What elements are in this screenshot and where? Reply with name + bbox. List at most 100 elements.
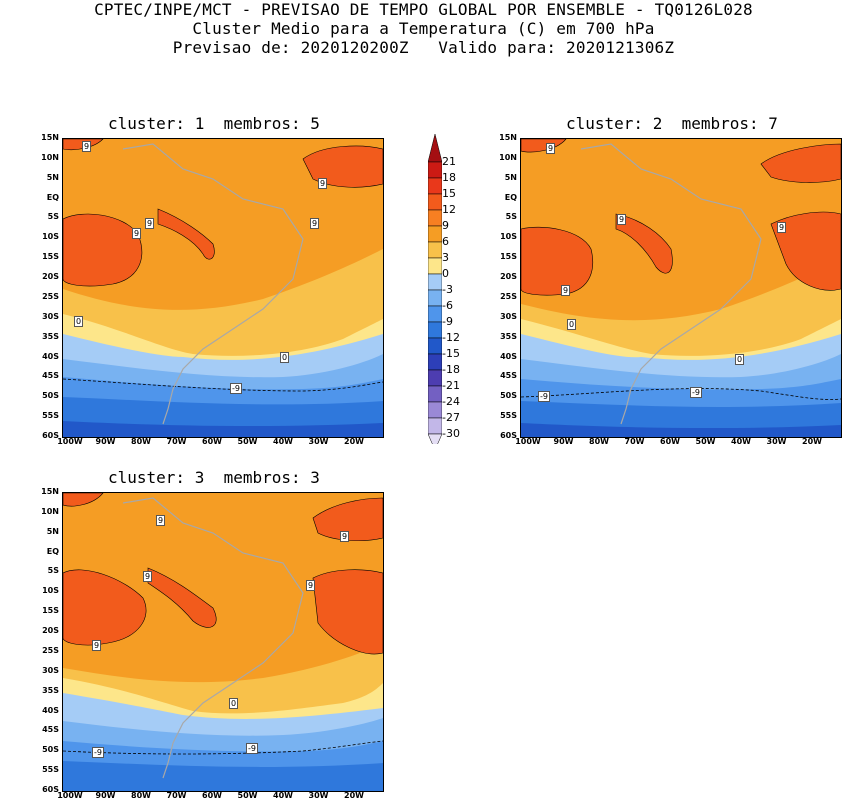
lat-tick-label: 55S [42, 411, 59, 421]
colorbar-swatch [427, 305, 443, 323]
lat-tick-label: 50S [42, 391, 59, 401]
temperature-field-2 [521, 139, 841, 437]
lat-tick-label: 15N [41, 487, 59, 496]
map-cluster-1 [62, 138, 384, 438]
lat-tick-label: 20S [42, 272, 59, 282]
contour-label-9: 9 [92, 640, 102, 651]
colorbar-swatch [427, 417, 443, 435]
colorbar-swatch [427, 369, 443, 387]
colorbar-swatch [427, 257, 443, 275]
map-cluster-3 [62, 492, 384, 792]
lat-tick-label: 15S [42, 252, 59, 262]
lon-tick-label: 100W [57, 437, 83, 446]
lon-tick-label: 60W [202, 437, 222, 446]
colorbar-swatch [427, 225, 443, 243]
contour-label-0: 0 [229, 698, 239, 709]
colorbar-scale [427, 133, 443, 451]
lon-tick-label: 70W [624, 437, 645, 446]
lat-tick-label: 5S [47, 212, 59, 222]
lat-tick-label: 60S [42, 785, 59, 794]
lon-tick-label: 30W [308, 791, 329, 800]
colorbar-label: -15 [442, 347, 460, 360]
lat-tick-label: 40S [42, 351, 59, 361]
lat-tick-label: 15N [41, 133, 59, 142]
contour-label-9: 9 [318, 178, 328, 189]
lat-tick-label: EQ [46, 192, 59, 202]
colorbar-label: -27 [442, 411, 460, 424]
temperature-colorbar [427, 133, 443, 451]
lat-tick-label: 20S [500, 272, 517, 282]
colorbar-label: 15 [442, 187, 456, 200]
lon-tick-label: 40W [273, 791, 293, 800]
lat-tick-label: 5N [504, 172, 517, 182]
contour-label-9: 9 [561, 285, 571, 296]
colorbar-label: 18 [442, 171, 456, 184]
lon-tick-label: 70W [166, 791, 187, 800]
lat-tick-label: 45S [42, 725, 59, 735]
lon-tick-label: 80W [131, 791, 151, 800]
contour-label-9: 9 [340, 531, 350, 542]
panel-title-cluster-3: cluster: 3 membros: 3 [108, 468, 320, 487]
lat-tick-label: 45S [500, 371, 517, 381]
colorbar-swatch [427, 385, 443, 403]
lat-tick-label: 55S [500, 411, 517, 421]
lat-tick-label: 5S [47, 566, 59, 576]
temperature-field-1 [63, 139, 383, 437]
lat-tick-label: EQ [46, 546, 59, 556]
contour-label-9: 9 [132, 228, 142, 239]
header-subtitle: Cluster Medio para a Temperatura (C) em … [192, 19, 655, 38]
lon-tick-label: 100W [57, 791, 83, 800]
lat-tick-label: 60S [42, 431, 59, 440]
colorbar-label: 6 [442, 235, 449, 248]
lat-tick-label: 10S [42, 586, 59, 596]
contour-label-9: 9 [143, 571, 153, 582]
contour-label-9: 9 [306, 580, 316, 591]
contour-label-0: 0 [735, 354, 745, 365]
colorbar-swatch [427, 289, 443, 307]
contour-label-minus-9: -9 [230, 383, 242, 394]
colorbar-swatch [427, 177, 443, 195]
header-dates: Previsao de: 2020120200Z Valido para: 20… [172, 38, 675, 57]
lat-tick-label: 35S [500, 331, 517, 341]
lon-tick-label: 60W [202, 791, 222, 800]
lon-tick-label: 30W [308, 437, 329, 446]
colorbar-swatch [427, 273, 443, 291]
lon-tick-label: 60W [660, 437, 680, 446]
lon-tick-label: 30W [766, 437, 787, 446]
lat-tick-label: 40S [42, 705, 59, 715]
header-title: CPTEC/INPE/MCT - PREVISAO DE TEMPO GLOBA… [94, 0, 753, 19]
contour-label-minus-9: -9 [690, 387, 702, 398]
lat-tick-label: 30S [42, 311, 59, 321]
contour-label-9: 9 [617, 214, 627, 225]
lon-tick-label: 40W [731, 437, 751, 446]
lon-tick-label: 100W [515, 437, 541, 446]
lat-tick-label: 35S [42, 331, 59, 341]
lat-tick-label: 20S [42, 626, 59, 636]
colorbar-label: 21 [442, 155, 456, 168]
panel-title-cluster-1: cluster: 1 membros: 5 [108, 114, 320, 133]
lon-tick-label: 70W [166, 437, 187, 446]
lat-tick-label: 25S [42, 645, 59, 655]
colorbar-swatch [427, 193, 443, 211]
lat-tick-label: 15N [499, 133, 517, 142]
lon-tick-label: 50W [237, 437, 258, 446]
colorbar-swatch [427, 401, 443, 419]
colorbar-swatch [427, 161, 443, 179]
lon-tick-label: 90W [95, 437, 116, 446]
lat-tick-label: 5N [46, 172, 59, 182]
contour-label-0: 0 [567, 319, 577, 330]
temperature-field-3 [63, 493, 383, 791]
lat-tick-label: 5S [505, 212, 517, 222]
colorbar-swatch [427, 433, 443, 451]
lat-tick-label: 15S [500, 252, 517, 262]
colorbar-label: -12 [442, 331, 460, 344]
lat-tick-label: 35S [42, 685, 59, 695]
lat-tick-label: 30S [42, 665, 59, 675]
colorbar-swatch [427, 209, 443, 227]
lat-tick-label: 50S [42, 745, 59, 755]
contour-label-minus-9: -9 [92, 747, 104, 758]
contour-label-minus-9: -9 [246, 743, 258, 754]
map-cluster-2 [520, 138, 842, 438]
colorbar-swatch [427, 353, 443, 371]
lon-tick-label: 90W [553, 437, 574, 446]
